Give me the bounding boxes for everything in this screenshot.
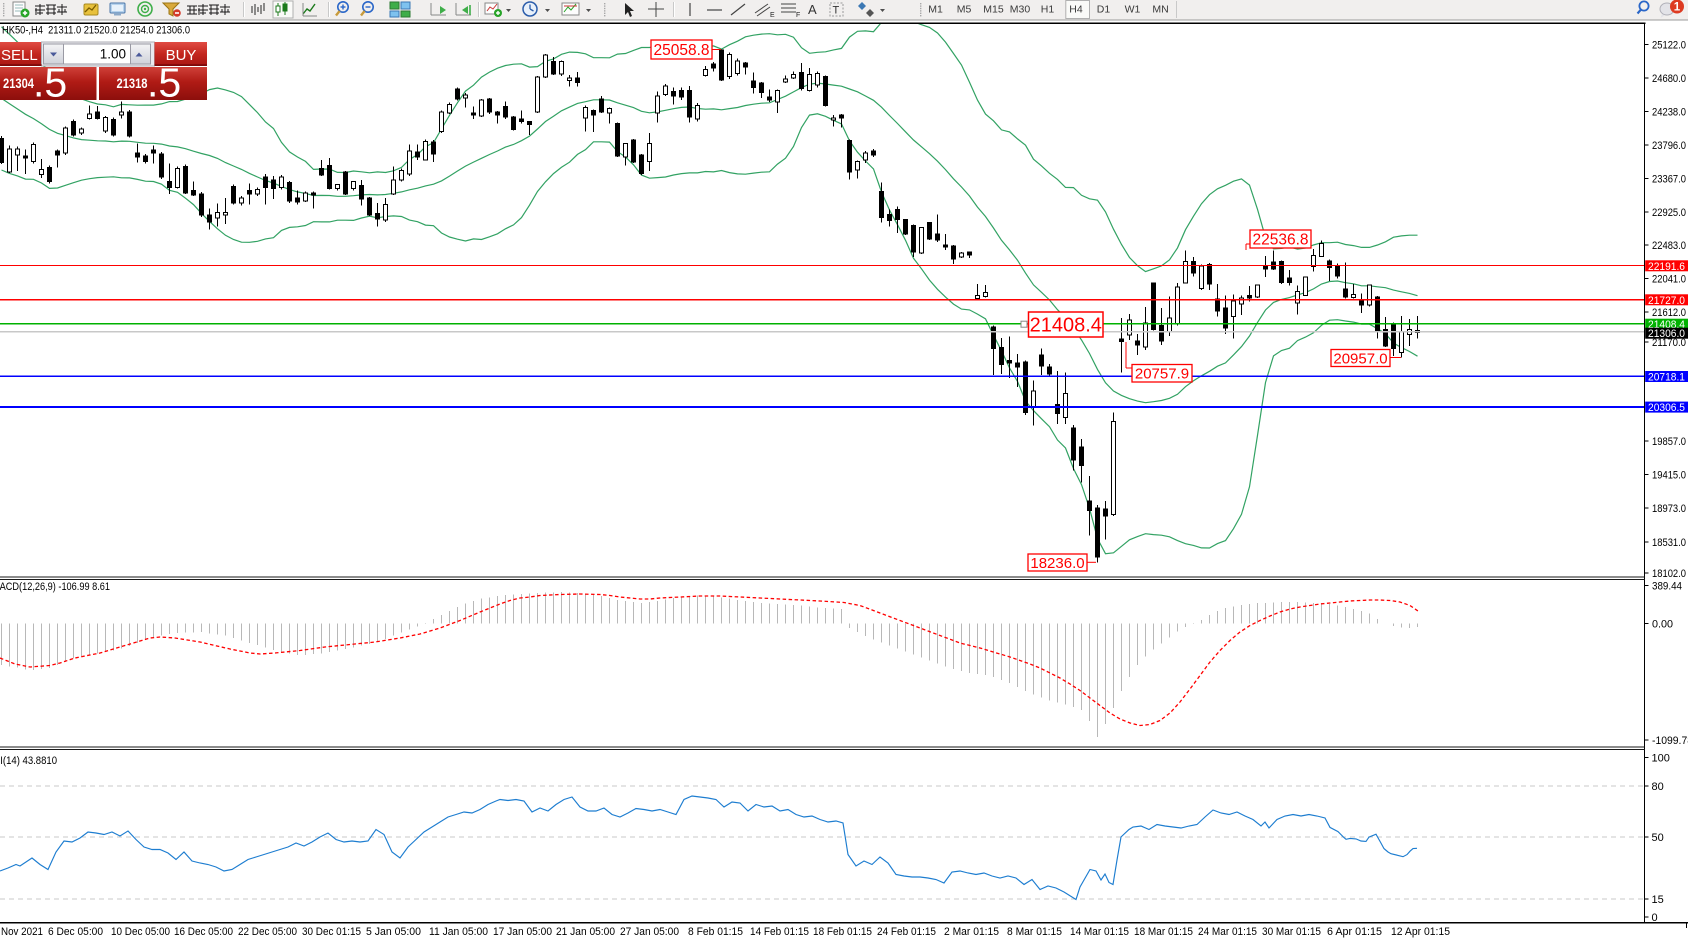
svg-text:5 Jan 05:00: 5 Jan 05:00 xyxy=(366,926,421,938)
svg-text:MACD(12,26,9) -106.99 8.61: MACD(12,26,9) -106.99 8.61 xyxy=(0,581,110,593)
svg-text:14 Feb 01:15: 14 Feb 01:15 xyxy=(750,926,809,938)
svg-text:22041.0: 22041.0 xyxy=(1652,274,1686,286)
svg-text:24 Feb 01:15: 24 Feb 01:15 xyxy=(877,926,936,938)
svg-text:F: F xyxy=(796,12,800,19)
svg-text:6 Dec 05:00: 6 Dec 05:00 xyxy=(48,926,103,938)
svg-text:0: 0 xyxy=(1652,912,1658,924)
svg-text:E: E xyxy=(770,12,775,19)
svg-text:10 Dec 05:00: 10 Dec 05:00 xyxy=(111,926,170,938)
svg-text:17 Jan 05:00: 17 Jan 05:00 xyxy=(493,926,552,938)
svg-text:100: 100 xyxy=(1652,753,1670,765)
svg-text:21408.4: 21408.4 xyxy=(1030,315,1102,337)
svg-text:19415.0: 19415.0 xyxy=(1652,470,1686,482)
svg-text:22191.6: 22191.6 xyxy=(1648,261,1685,273)
svg-text:8 Feb 01:15: 8 Feb 01:15 xyxy=(688,926,743,938)
svg-text:8 Mar 01:15: 8 Mar 01:15 xyxy=(1007,926,1062,938)
svg-text:23796.0: 23796.0 xyxy=(1652,140,1686,152)
svg-text:25122.0: 25122.0 xyxy=(1652,40,1686,52)
svg-text:6 Apr 01:15: 6 Apr 01:15 xyxy=(1327,926,1382,938)
svg-text:2 Mar 01:15: 2 Mar 01:15 xyxy=(944,926,999,938)
svg-text:W1: W1 xyxy=(1125,4,1141,16)
svg-text:21612.0: 21612.0 xyxy=(1652,307,1686,319)
svg-text:M1: M1 xyxy=(928,4,943,16)
svg-text:30 Mar 01:15: 30 Mar 01:15 xyxy=(1262,926,1321,938)
svg-text:24680.0: 24680.0 xyxy=(1652,73,1686,85)
svg-text:21318: 21318 xyxy=(117,76,148,91)
svg-text:389.44: 389.44 xyxy=(1652,580,1682,592)
svg-text:1: 1 xyxy=(1674,2,1681,14)
svg-text:M5: M5 xyxy=(957,4,972,16)
svg-text:18236.0: 18236.0 xyxy=(1030,555,1084,572)
svg-text:BUY: BUY xyxy=(166,47,197,64)
svg-text:20718.1: 20718.1 xyxy=(1648,372,1685,384)
svg-text:Nov 2021: Nov 2021 xyxy=(1,926,43,938)
svg-text:M30: M30 xyxy=(1010,4,1031,16)
svg-text:HK50-,H4 21311.0 21520.0 2125: HK50-,H4 21311.0 21520.0 21254.0 21306.0 xyxy=(2,25,190,37)
svg-text:20757.9: 20757.9 xyxy=(1135,366,1189,383)
svg-text:80: 80 xyxy=(1652,781,1664,793)
svg-text:1.00: 1.00 xyxy=(100,47,126,62)
svg-text:21170.0: 21170.0 xyxy=(1652,337,1686,349)
svg-text:12 Apr 01:15: 12 Apr 01:15 xyxy=(1391,926,1450,938)
svg-text:18 Mar 01:15: 18 Mar 01:15 xyxy=(1134,926,1193,938)
svg-text:H1: H1 xyxy=(1041,4,1055,16)
svg-text:15: 15 xyxy=(1652,894,1664,906)
svg-text:25058.8: 25058.8 xyxy=(653,42,709,59)
svg-text:21727.0: 21727.0 xyxy=(1648,295,1685,307)
svg-text:-1099.78: -1099.78 xyxy=(1652,735,1688,747)
svg-text:24238.0: 24238.0 xyxy=(1652,107,1686,119)
svg-text:11 Jan 05:00: 11 Jan 05:00 xyxy=(429,926,488,938)
svg-text:SELL: SELL xyxy=(1,47,38,64)
svg-text:19857.0: 19857.0 xyxy=(1652,436,1686,448)
svg-text:MN: MN xyxy=(1152,4,1168,16)
svg-text:30 Dec 01:15: 30 Dec 01:15 xyxy=(302,926,361,938)
svg-text:18531.0: 18531.0 xyxy=(1652,537,1686,549)
svg-text:21304: 21304 xyxy=(3,76,34,91)
svg-text:20957.0: 20957.0 xyxy=(1333,350,1387,367)
svg-text:.5: .5 xyxy=(147,60,181,106)
svg-text:18102.0: 18102.0 xyxy=(1652,568,1686,580)
svg-text:0.00: 0.00 xyxy=(1652,619,1673,631)
svg-text:18 Feb 01:15: 18 Feb 01:15 xyxy=(813,926,872,938)
svg-text:27 Jan 05:00: 27 Jan 05:00 xyxy=(620,926,679,938)
svg-text:H4: H4 xyxy=(1069,4,1083,16)
svg-text:14 Mar 01:15: 14 Mar 01:15 xyxy=(1070,926,1129,938)
svg-text:22536.8: 22536.8 xyxy=(1252,232,1308,249)
svg-text:.5: .5 xyxy=(33,60,67,106)
svg-text:20306.5: 20306.5 xyxy=(1648,402,1685,414)
svg-text:D1: D1 xyxy=(1097,4,1111,16)
svg-text:16 Dec 05:00: 16 Dec 05:00 xyxy=(174,926,233,938)
svg-text:22925.0: 22925.0 xyxy=(1652,207,1686,219)
svg-text:M15: M15 xyxy=(983,4,1004,16)
svg-text:50: 50 xyxy=(1652,832,1664,844)
svg-text:23367.0: 23367.0 xyxy=(1652,173,1686,185)
svg-text:21 Jan 05:00: 21 Jan 05:00 xyxy=(556,926,615,938)
svg-text:18973.0: 18973.0 xyxy=(1652,503,1686,515)
svg-text:RSI(14) 43.8810: RSI(14) 43.8810 xyxy=(0,755,57,767)
svg-text:21306.0: 21306.0 xyxy=(1648,328,1685,340)
svg-text:24 Mar 01:15: 24 Mar 01:15 xyxy=(1198,926,1257,938)
svg-text:T: T xyxy=(833,5,840,17)
svg-text:22 Dec 05:00: 22 Dec 05:00 xyxy=(238,926,297,938)
svg-text:22483.0: 22483.0 xyxy=(1652,240,1686,252)
svg-text:A: A xyxy=(808,2,817,17)
